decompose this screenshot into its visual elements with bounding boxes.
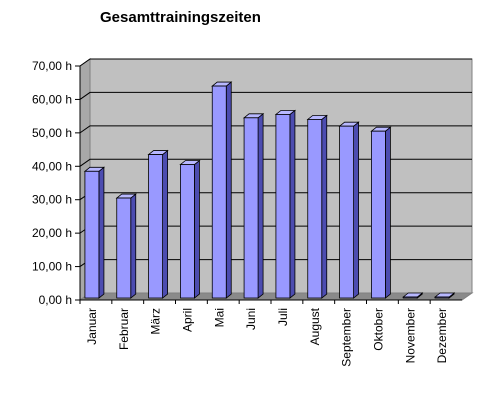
bar-front <box>148 154 163 299</box>
y-tick-label: 0,00 h <box>39 293 72 307</box>
y-tick-label: 40,00 h <box>32 159 72 173</box>
bar-front <box>116 197 132 299</box>
bar <box>147 149 169 299</box>
bar-side <box>162 149 168 299</box>
chart-title: Gesamttrainingszeiten <box>100 9 261 26</box>
bar-front <box>243 117 259 299</box>
x-tick-label: Januar <box>85 308 99 345</box>
x-tick-label: März <box>149 308 163 335</box>
x-tick-label: Juni <box>244 308 258 330</box>
bar-front <box>275 114 291 299</box>
bar <box>306 114 328 299</box>
bar <box>433 292 456 299</box>
bar-side <box>385 126 391 299</box>
x-axis: Januar Februar März April Mai Juni Juli August S… <box>79 299 462 367</box>
bar-front <box>339 125 354 299</box>
y-tick-label: 20,00 h <box>32 226 72 240</box>
bar <box>274 109 297 299</box>
bar-side <box>353 121 359 299</box>
x-tick-label: Oktober <box>371 308 385 351</box>
x-tick-label: Dezember <box>435 308 449 363</box>
bar-side <box>257 112 264 299</box>
y-tick-label: 50,00 h <box>32 126 72 140</box>
gridline <box>79 91 472 100</box>
x-tick-label: Juli <box>276 308 290 326</box>
bars <box>83 81 456 299</box>
bar-side <box>225 81 232 299</box>
x-tick-label: Februar <box>117 308 131 350</box>
gridline <box>79 58 472 67</box>
y-tick-label: 10,00 h <box>32 260 72 274</box>
bar-front <box>180 164 195 299</box>
bar-side <box>194 159 200 299</box>
bar <box>115 193 137 299</box>
x-tick-label: Mai <box>212 308 226 327</box>
x-tick-label: August <box>308 307 322 345</box>
x-tick-label: April <box>180 308 194 332</box>
bar-front <box>371 130 386 299</box>
bar <box>338 121 360 299</box>
y-tick-label: 70,00 h <box>32 59 72 73</box>
y-tick-label: 60,00 h <box>32 92 72 106</box>
bar <box>242 112 265 299</box>
bar-side <box>289 109 296 299</box>
bar <box>370 126 392 299</box>
bar-front <box>434 296 450 299</box>
bar <box>211 81 233 299</box>
bar-front <box>84 170 100 299</box>
y-axis: 0,00 h 10,00 h 20,00 h 30,00 h 40,00 h 50,00 … <box>32 59 81 307</box>
bar-front <box>402 296 418 299</box>
x-tick-label: November <box>403 308 417 363</box>
bar-front <box>211 85 227 299</box>
y-tick-label: 30,00 h <box>32 193 72 207</box>
bar-side <box>98 166 105 299</box>
bar-side <box>130 193 137 299</box>
bar-side <box>321 114 328 299</box>
bar <box>83 166 106 299</box>
bar <box>402 292 424 299</box>
bar <box>179 159 201 299</box>
bar-front <box>307 119 323 299</box>
x-tick-label: September <box>340 308 354 367</box>
